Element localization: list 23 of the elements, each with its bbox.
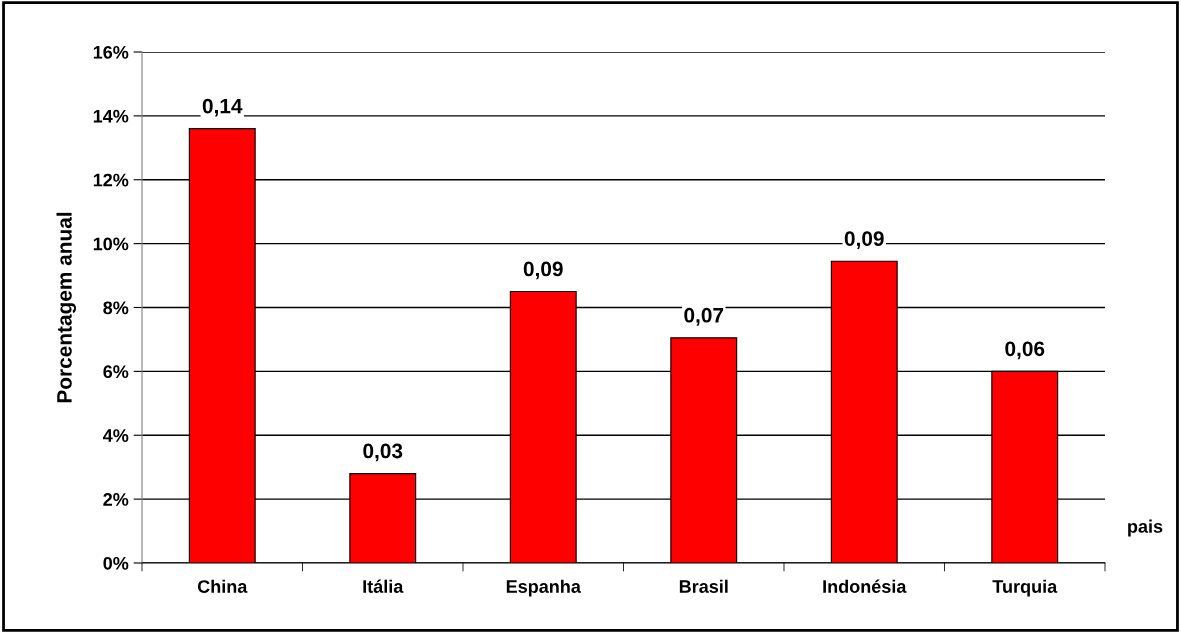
data-label: 0,07 xyxy=(684,307,724,326)
data-label: 0,14 xyxy=(202,98,243,117)
x-tick-label: Itália xyxy=(363,579,404,593)
data-label: 0,03 xyxy=(363,443,403,462)
x-tick-label: Turquia xyxy=(992,579,1058,597)
data-label: 0,06 xyxy=(1005,341,1045,360)
y-tick-label: 0% xyxy=(103,556,129,570)
x-tick-label: Espanha xyxy=(506,579,581,597)
y-tick-label: 6% xyxy=(103,365,129,379)
y-tick-label: 8% xyxy=(103,301,129,315)
data-label: 0,09 xyxy=(844,231,884,249)
y-axis-title: Porcentagem anual xyxy=(56,212,76,403)
x-tick-label: Brasil xyxy=(679,579,728,593)
y-tick-label: 14% xyxy=(93,109,129,123)
y-tick-label: 10% xyxy=(93,237,129,251)
data-label: 0,09 xyxy=(523,261,563,280)
y-tick-label: 2% xyxy=(103,493,129,506)
x-tick-label: Indonésia xyxy=(823,579,907,593)
x-tick-label: China xyxy=(197,579,248,593)
x-axis-title: pais xyxy=(1128,519,1163,537)
y-tick-label: 4% xyxy=(102,429,129,442)
y-tick-label: 16% xyxy=(93,45,129,59)
y-tick-label: 12% xyxy=(93,173,129,187)
